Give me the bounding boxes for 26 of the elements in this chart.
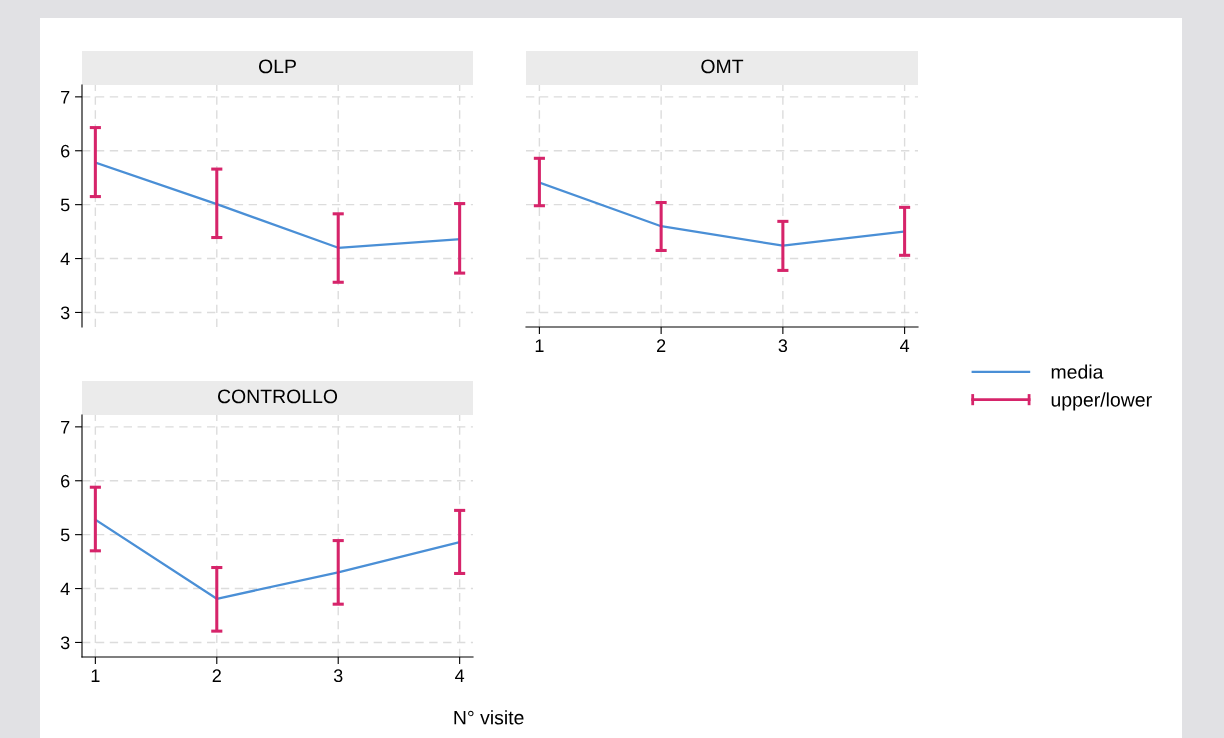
- x-tick-label: 3: [778, 339, 788, 353]
- legend-label: media: [1051, 364, 1104, 379]
- legend-label: upper/lower: [1051, 392, 1152, 411]
- x-axis-title: N° visite: [454, 710, 524, 725]
- chart-title: OLP: [258, 59, 296, 74]
- chart-title: OMT: [701, 59, 744, 74]
- line-series: [94, 518, 461, 600]
- x-tick-label: 2: [212, 669, 221, 682]
- y-tick-label: 3: [60, 636, 70, 650]
- chart-title: CONTROLLO: [217, 389, 338, 404]
- y-tick-label: 3: [60, 306, 70, 320]
- line-series: [94, 161, 461, 249]
- x-tick-label: 3: [333, 669, 343, 683]
- y-tick-label: 4: [60, 252, 70, 266]
- x-tick-label: 1: [535, 339, 544, 352]
- y-tick-label: 7: [61, 90, 70, 104]
- y-tick-label: 5: [60, 528, 70, 542]
- y-tick-label: 5: [60, 198, 70, 212]
- x-tick-label: 4: [455, 669, 465, 682]
- y-tick-label: 7: [61, 420, 70, 434]
- y-tick-label: 4: [60, 582, 70, 596]
- y-tick-label: 6: [61, 474, 70, 488]
- x-tick-label: 2: [657, 339, 666, 352]
- x-tick-label: 4: [900, 339, 910, 352]
- x-tick-label: 1: [91, 669, 100, 682]
- y-tick-label: 6: [61, 144, 70, 158]
